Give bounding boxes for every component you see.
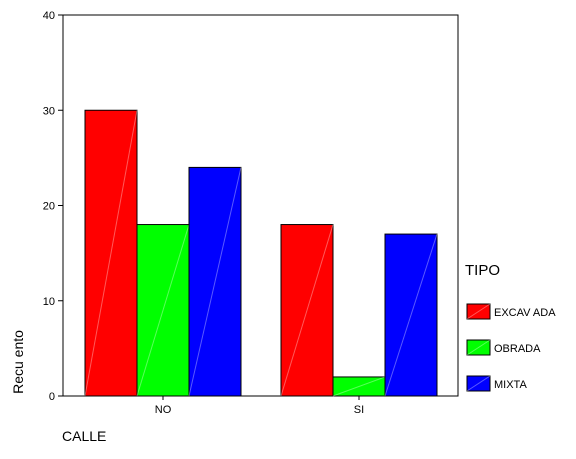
bar-si-1	[280, 224, 334, 397]
y-tick-label: 0	[49, 391, 55, 403]
legend-item-2: OBRADA	[466, 339, 541, 356]
bar-si-3	[384, 233, 438, 397]
bar-no-3	[188, 166, 242, 397]
legend: TIPO EXCAV ADA OBRADA MIXTA	[465, 262, 556, 392]
y-tick-label: 20	[43, 201, 55, 213]
bar-no-2	[136, 224, 190, 397]
y-axis: 0 10 20 30 40	[43, 10, 63, 403]
x-axis: NO SI	[155, 396, 364, 416]
bar-no-1	[84, 109, 138, 397]
x-tick-label: NO	[155, 404, 172, 416]
legend-swatch	[466, 375, 491, 392]
legend-label: MIXTA	[494, 379, 527, 391]
legend-item-1: EXCAV ADA	[466, 303, 556, 320]
legend-label: EXCAV ADA	[494, 307, 556, 319]
legend-label: OBRADA	[494, 343, 541, 355]
legend-swatch	[466, 303, 491, 320]
y-tick-label: 40	[43, 10, 55, 22]
y-axis-title: Recu ento	[10, 330, 26, 394]
legend-title: TIPO	[465, 262, 500, 279]
y-tick-label: 30	[43, 105, 55, 117]
y-tick-label: 10	[43, 296, 55, 308]
legend-item-3: MIXTA	[466, 375, 527, 392]
plot-area	[62, 14, 459, 397]
legend-swatch	[466, 339, 491, 356]
x-axis-title: CALLE	[62, 428, 106, 444]
bar-si-2	[332, 376, 386, 397]
x-tick-label: SI	[354, 404, 364, 416]
